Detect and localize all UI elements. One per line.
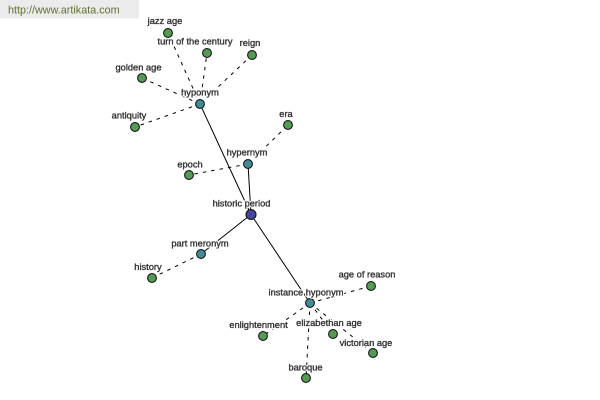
svg-text:antiquity: antiquity bbox=[112, 111, 147, 121]
svg-text:epoch: epoch bbox=[177, 160, 202, 170]
svg-text:enlightenment: enlightenment bbox=[229, 320, 288, 330]
svg-text:hyponym: hyponym bbox=[181, 88, 219, 98]
svg-text:age of reason: age of reason bbox=[339, 270, 396, 280]
svg-text:instance hyponym: instance hyponym bbox=[269, 288, 344, 298]
svg-text:era: era bbox=[279, 109, 293, 119]
svg-text:epoch: epoch bbox=[177, 160, 202, 170]
svg-text:part meronym: part meronym bbox=[171, 239, 229, 249]
svg-text:jazz age: jazz age bbox=[147, 16, 183, 26]
svg-text:hyponym: hyponym bbox=[181, 88, 219, 98]
svg-text:victorian age: victorian age bbox=[340, 338, 393, 348]
svg-text:era: era bbox=[279, 109, 293, 119]
svg-text:http://www.artikata.com: http://www.artikata.com bbox=[8, 5, 120, 17]
svg-text:elizabethan age: elizabethan age bbox=[296, 318, 362, 328]
svg-text:victorian age: victorian age bbox=[340, 338, 393, 348]
svg-text:baroque: baroque bbox=[288, 363, 322, 373]
svg-text:historic period: historic period bbox=[213, 199, 271, 209]
svg-text:history: history bbox=[134, 262, 162, 272]
svg-text:age of reason: age of reason bbox=[339, 270, 396, 280]
svg-text:history: history bbox=[134, 262, 162, 272]
svg-text:instance hyponym: instance hyponym bbox=[269, 288, 344, 298]
svg-text:part meronym: part meronym bbox=[171, 239, 229, 249]
svg-text:turn of the century: turn of the century bbox=[158, 37, 233, 47]
svg-text:golden age: golden age bbox=[115, 63, 161, 73]
svg-text:historic period: historic period bbox=[213, 199, 271, 209]
svg-text:turn of the century: turn of the century bbox=[158, 37, 233, 47]
svg-text:elizabethan age: elizabethan age bbox=[296, 318, 362, 328]
svg-text:golden age: golden age bbox=[115, 63, 161, 73]
svg-text:jazz age: jazz age bbox=[147, 16, 183, 26]
svg-text:reign: reign bbox=[240, 38, 261, 48]
svg-text:hypernym: hypernym bbox=[227, 148, 268, 158]
svg-text:enlightenment: enlightenment bbox=[229, 320, 288, 330]
svg-text:baroque: baroque bbox=[288, 363, 322, 373]
svg-text:reign: reign bbox=[240, 38, 261, 48]
svg-text:antiquity: antiquity bbox=[112, 111, 147, 121]
svg-text:hypernym: hypernym bbox=[227, 148, 268, 158]
